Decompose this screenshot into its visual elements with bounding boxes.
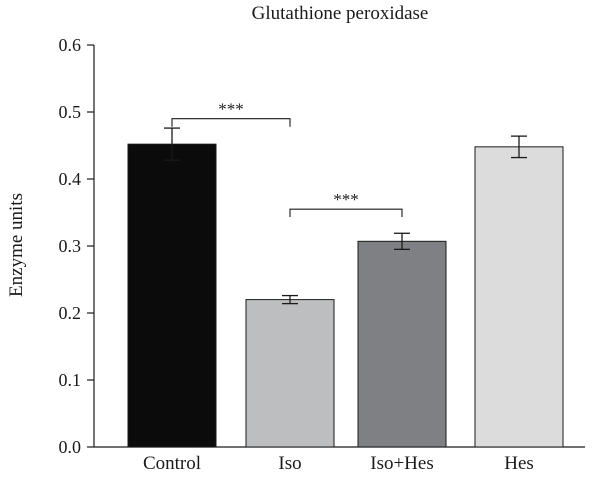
- y-tick-label: 0.5: [59, 102, 82, 122]
- significance-label: ***: [218, 100, 244, 119]
- bar: [245, 299, 335, 448]
- x-axis: Control Iso Iso+Hes Hes: [94, 446, 585, 474]
- significance-bracket: ***: [289, 190, 403, 218]
- x-tick-label: Iso: [278, 453, 301, 474]
- error-bar: [282, 294, 298, 305]
- y-tick-label: 0.4: [59, 169, 82, 189]
- significance-label: ***: [333, 190, 359, 209]
- significance-brackets: *** ***: [171, 100, 403, 218]
- y-tick-label: 0.2: [59, 303, 82, 323]
- bar: [474, 146, 564, 448]
- error-bars: [164, 127, 527, 305]
- y-tick-label: 0.6: [59, 35, 82, 55]
- error-bar: [511, 135, 527, 159]
- y-tick-label: 0.1: [59, 370, 82, 390]
- x-tick-label: Control: [143, 453, 201, 474]
- error-bar: [164, 127, 180, 161]
- y-axis-label: Enzyme units: [6, 193, 27, 297]
- bar: [127, 143, 217, 448]
- bars: [127, 143, 564, 448]
- error-bar: [394, 232, 410, 251]
- x-tick-label: Hes: [504, 453, 534, 474]
- x-tick-label: Iso+Hes: [370, 453, 434, 474]
- bracket-line: [289, 208, 403, 218]
- y-axis: 0.0 0.1 0.2 0.3 0.4 0.5 0.6: [59, 35, 95, 457]
- bracket-line: [171, 118, 291, 127]
- y-tick-label: 0.0: [59, 437, 82, 457]
- chart-title: Glutathione peroxidase: [252, 3, 429, 24]
- bar: [357, 240, 447, 448]
- significance-bracket: ***: [171, 100, 291, 127]
- y-tick-label: 0.3: [59, 236, 82, 256]
